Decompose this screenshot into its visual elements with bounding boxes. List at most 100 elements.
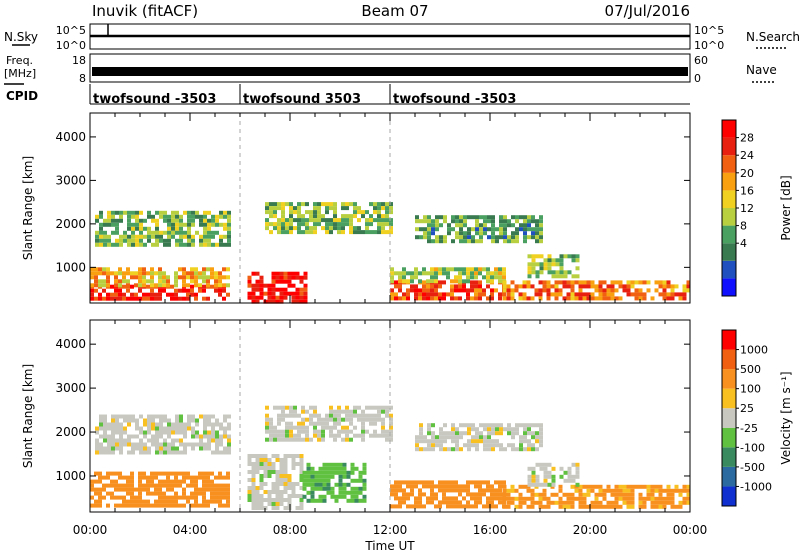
- data-cell: [226, 292, 230, 297]
- data-cell: [439, 435, 443, 440]
- data-cell: [555, 270, 560, 275]
- data-cell: [285, 437, 289, 442]
- data-cell: [419, 219, 423, 224]
- data-cell: [458, 488, 462, 493]
- data-cell: [170, 483, 174, 488]
- data-cell: [431, 447, 435, 452]
- data-cell: [419, 227, 423, 232]
- data-cell: [630, 484, 635, 489]
- power-region: [527, 254, 580, 279]
- data-cell: [302, 474, 307, 479]
- data-cell: [198, 271, 202, 276]
- data-cell: [419, 427, 423, 432]
- data-cell: [159, 234, 163, 239]
- data-cell: [223, 242, 227, 247]
- data-cell: [199, 438, 203, 443]
- data-cell: [326, 470, 331, 475]
- data-cell: [475, 443, 479, 448]
- data-cell: [106, 275, 110, 280]
- data-cell: [297, 226, 301, 231]
- data-cell: [271, 287, 276, 292]
- data-cell: [438, 500, 442, 505]
- data-cell: [102, 475, 106, 480]
- data-cell: [377, 433, 381, 438]
- data-cell: [642, 292, 647, 297]
- data-cell: [410, 480, 414, 485]
- data-cell: [206, 296, 210, 301]
- data-cell: [303, 287, 308, 292]
- data-cell: [447, 435, 451, 440]
- data-cell: [369, 222, 373, 227]
- data-cell: [414, 500, 418, 505]
- data-cell: [259, 275, 264, 280]
- freq-trace: [92, 67, 688, 76]
- data-cell: [329, 425, 333, 430]
- data-cell: [318, 474, 323, 479]
- data-cell: [226, 487, 230, 492]
- data-cell: [398, 504, 402, 509]
- data-cell: [515, 431, 519, 436]
- data-cell: [345, 425, 349, 430]
- data-cell: [223, 226, 227, 231]
- data-cell: [438, 296, 442, 301]
- data-cell: [202, 267, 206, 272]
- data-cell: [486, 480, 490, 485]
- data-cell: [179, 222, 183, 227]
- data-cell: [365, 210, 369, 215]
- data-cell: [390, 492, 394, 497]
- data-cell: [191, 414, 195, 419]
- data-cell: [110, 491, 114, 496]
- data-cell: [265, 417, 269, 422]
- data-cell: [131, 434, 135, 439]
- data-cell: [321, 226, 325, 231]
- data-cell: [115, 226, 119, 231]
- data-cell: [275, 279, 280, 284]
- data-cell: [170, 284, 174, 289]
- data-cell: [175, 450, 179, 455]
- data-cell: [301, 437, 305, 442]
- data-cell: [295, 482, 300, 486]
- data-cell: [389, 210, 393, 215]
- data-cell: [458, 288, 462, 293]
- data-cell: [566, 496, 571, 501]
- data-cell: [466, 267, 470, 272]
- data-cell: [107, 218, 111, 223]
- data-cell: [369, 218, 373, 223]
- data-cell: [135, 422, 139, 427]
- colorbar-swatch: [722, 137, 736, 156]
- data-cell: [475, 219, 479, 224]
- data-cell: [490, 275, 494, 280]
- data-cell: [385, 433, 389, 438]
- data-cell: [483, 215, 487, 220]
- data-cell: [310, 466, 315, 471]
- data-cell: [289, 437, 293, 442]
- data-cell: [198, 475, 202, 480]
- data-cell: [275, 486, 280, 490]
- data-cell: [535, 435, 539, 440]
- data-cell: [247, 458, 252, 462]
- data-cell: [322, 470, 327, 475]
- data-cell: [111, 218, 115, 223]
- data-cell: [678, 292, 683, 297]
- data-cell: [247, 283, 252, 288]
- data-cell: [150, 479, 154, 484]
- data-cell: [263, 490, 268, 494]
- data-cell: [422, 492, 426, 497]
- data-cell: [418, 296, 422, 301]
- data-cell: [309, 226, 313, 231]
- data-cell: [321, 437, 325, 442]
- data-cell: [259, 494, 264, 498]
- data-cell: [114, 495, 118, 500]
- data-cell: [119, 214, 123, 219]
- data-cell: [178, 288, 182, 293]
- data-cell: [650, 488, 655, 493]
- data-cell: [139, 426, 143, 431]
- data-cell: [313, 413, 317, 418]
- data-cell: [325, 210, 329, 215]
- data-cell: [503, 231, 507, 236]
- data-cell: [163, 450, 167, 455]
- data-cell: [426, 279, 430, 284]
- data-cell: [394, 492, 398, 497]
- data-cell: [365, 417, 369, 422]
- data-cell: [594, 492, 599, 497]
